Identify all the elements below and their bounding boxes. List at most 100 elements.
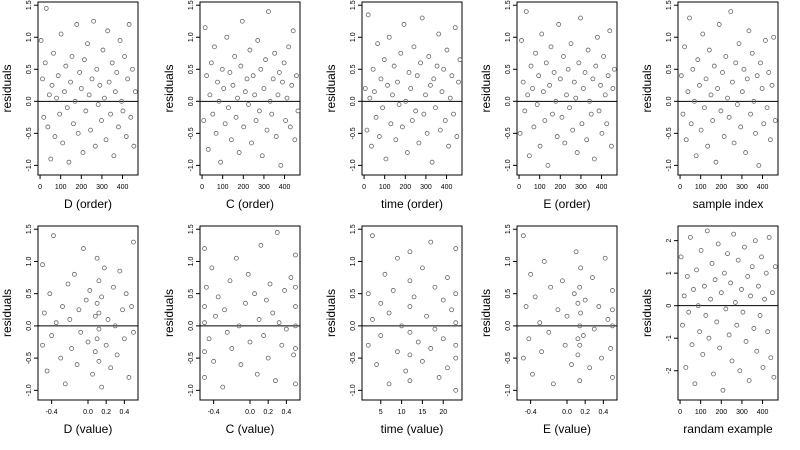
- data-point: [708, 296, 713, 302]
- data-point: [388, 121, 394, 127]
- data-point: [749, 50, 755, 56]
- data-point: [276, 320, 282, 326]
- data-point: [746, 28, 752, 34]
- data-point: [735, 257, 741, 263]
- y-tick-label: -1.0: [26, 159, 33, 171]
- data-point: [60, 304, 65, 309]
- data-point: [407, 378, 413, 384]
- data-point: [761, 121, 767, 127]
- x-tick-label: 20: [439, 409, 447, 416]
- data-point: [233, 114, 239, 120]
- data-point: [244, 76, 250, 82]
- data-point: [428, 346, 434, 351]
- data-point: [560, 278, 565, 284]
- data-point: [548, 44, 554, 50]
- y-axis-label: residuals: [479, 64, 493, 112]
- y-tick-label: 1.5: [26, 224, 33, 234]
- data-point: [408, 86, 414, 91]
- data-point: [431, 76, 437, 82]
- plot-frame: [37, 225, 139, 401]
- data-point: [720, 387, 726, 393]
- data-point: [116, 124, 121, 130]
- data-point: [267, 281, 273, 287]
- data-point: [111, 153, 117, 159]
- data-point: [739, 287, 744, 292]
- data-point: [53, 320, 59, 326]
- data-point: [220, 384, 226, 390]
- data-point: [415, 339, 421, 345]
- data-point: [233, 255, 239, 261]
- data-point: [682, 44, 687, 50]
- data-point: [263, 297, 269, 303]
- data-point: [577, 342, 583, 348]
- data-point: [770, 290, 775, 296]
- plot-frame: [199, 1, 301, 176]
- x-tick-label: 400: [441, 184, 453, 191]
- data-point: [406, 70, 412, 75]
- data-point: [704, 228, 710, 234]
- data-point: [444, 47, 450, 53]
- data-point: [123, 291, 129, 297]
- data-point: [216, 98, 222, 104]
- data-point: [108, 365, 114, 371]
- data-point: [452, 25, 458, 31]
- data-point: [748, 293, 753, 299]
- data-point: [132, 89, 138, 95]
- x-tick-label: 400: [757, 409, 769, 416]
- data-point: [763, 270, 769, 276]
- data-point: [680, 111, 686, 117]
- y-tick-label: 1.5: [666, 0, 673, 10]
- data-point: [378, 333, 384, 338]
- data-point: [287, 124, 293, 130]
- data-point: [400, 124, 405, 130]
- data-point: [395, 79, 400, 85]
- data-point: [103, 137, 109, 143]
- x-tick-label: 0.4: [119, 409, 129, 416]
- data-point: [222, 121, 228, 127]
- data-point: [530, 371, 535, 377]
- x-tick-label: 5: [379, 409, 383, 416]
- y-tick-label: 0.5: [666, 64, 673, 74]
- data-point: [721, 134, 727, 139]
- x-tick-label: 15: [419, 409, 427, 416]
- y-tick-label: 0.0: [188, 96, 195, 106]
- data-point: [252, 92, 258, 98]
- x-tick-label: 100: [55, 184, 67, 191]
- data-point: [759, 254, 764, 260]
- x-tick-label: 0: [517, 184, 521, 191]
- data-point: [528, 63, 534, 69]
- data-point: [689, 342, 695, 348]
- data-point: [748, 111, 753, 117]
- data-point: [83, 297, 89, 303]
- data-point: [238, 63, 244, 69]
- y-tick-label: -1.0: [188, 159, 195, 171]
- data-point: [227, 70, 233, 75]
- data-point: [94, 336, 100, 342]
- data-point: [65, 281, 71, 287]
- data-point: [64, 105, 70, 111]
- x-tick-label: -0.4: [46, 409, 58, 416]
- data-point: [604, 121, 610, 127]
- y-tick-label: -1.0: [188, 384, 195, 396]
- data-point: [698, 247, 704, 253]
- data-point: [76, 307, 82, 313]
- data-point: [555, 307, 561, 313]
- data-point: [201, 118, 207, 123]
- data-point: [715, 241, 721, 247]
- data-point: [386, 34, 392, 40]
- data-point: [420, 265, 425, 271]
- data-point: [51, 233, 56, 239]
- data-point: [295, 108, 301, 114]
- data-point: [743, 339, 749, 344]
- data-point: [258, 66, 264, 72]
- data-point: [215, 79, 220, 85]
- data-point: [716, 22, 722, 27]
- x-tick-label: 0.4: [281, 409, 291, 416]
- data-point: [293, 381, 298, 387]
- y-tick-label: 0.5: [350, 289, 357, 299]
- data-point: [432, 284, 438, 290]
- data-point: [571, 79, 577, 85]
- y-tick-label: 0.5: [26, 289, 33, 299]
- x-tick-label: 0.2: [101, 409, 111, 416]
- data-point: [63, 63, 69, 69]
